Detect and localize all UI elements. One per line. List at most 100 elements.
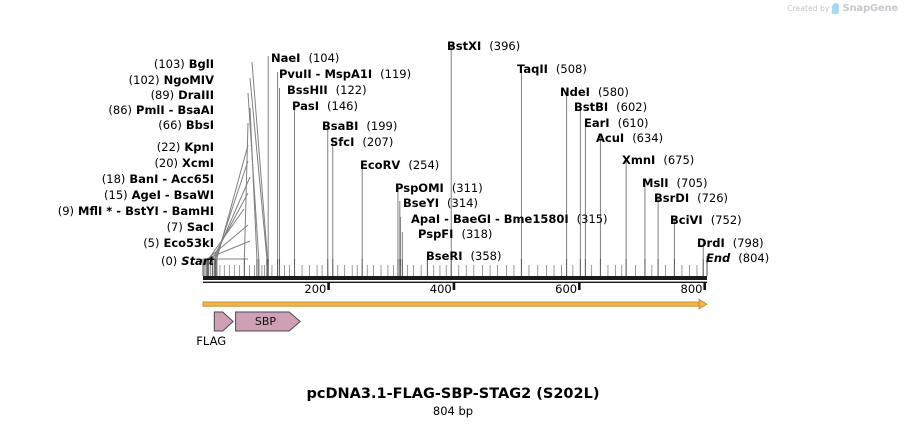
enzyme-name: BseYI — [403, 196, 440, 210]
enzyme-label-msli[interactable]: MslI (705) — [642, 177, 707, 189]
page-title: pcDNA3.1-FLAG-SBP-STAG2 (S202L) — [306, 386, 600, 402]
enzyme-position: (318) — [461, 227, 493, 241]
enzyme-label-agei[interactable]: (15) AgeI - BsaWI — [0, 189, 222, 201]
enzyme-label-pvuii[interactable]: PvuII - MspA1I (119) — [279, 68, 411, 80]
enzyme-name: NaeI — [271, 51, 301, 65]
enzyme-label-eari[interactable]: EarI (610) — [584, 117, 649, 129]
enzyme-name: MslI — [642, 176, 669, 190]
enzyme-position: (146) — [327, 99, 358, 113]
enzyme-name: End — [706, 251, 731, 265]
enzyme-label-apai[interactable]: ApaI - BaeGI - Bme1580I (315) — [411, 213, 608, 225]
enzyme-label-bstbi[interactable]: BstBI (602) — [574, 101, 647, 113]
enzyme-label-start[interactable]: (0) Start — [0, 255, 222, 267]
enzyme-label-drdi[interactable]: DrdI (798) — [697, 237, 764, 249]
enzyme-label-bseyi[interactable]: BseYI (314) — [403, 197, 478, 209]
enzyme-position: (102) — [128, 73, 160, 87]
leader-line-kpni — [216, 144, 249, 260]
enzyme-label-bsabi[interactable]: BsaBI (199) — [322, 120, 397, 132]
enzyme-label-xmni[interactable]: XmnI (675) — [622, 154, 694, 166]
leader-line-saci — [207, 224, 249, 260]
enzyme-label-pspomi[interactable]: PspOMI (311) — [395, 182, 483, 194]
enzyme-position: (89) — [150, 88, 175, 102]
enzyme-label-end[interactable]: End (804) — [706, 252, 769, 264]
enzyme-name: BseRI — [426, 249, 463, 263]
enzyme-label-mfli[interactable]: (9) MflI * - BstYI - BamHI — [0, 205, 222, 217]
feature-label-sbp: SBP — [254, 315, 277, 328]
enzyme-name: BstXI — [447, 39, 482, 53]
enzyme-label-bani[interactable]: (18) BanI - Acc65I — [0, 173, 222, 185]
enzyme-label-taqii[interactable]: TaqII (508) — [517, 63, 587, 75]
enzyme-position: (207) — [362, 135, 394, 149]
enzyme-name: SacI — [186, 220, 214, 234]
enzyme-position: (119) — [380, 67, 412, 81]
enzyme-position: (752) — [710, 213, 742, 227]
enzyme-label-ndei[interactable]: NdeI (580) — [560, 86, 629, 98]
enzyme-label-acui[interactable]: AcuI (634) — [596, 132, 663, 144]
ruler-label-400: 400 — [429, 282, 452, 296]
enzyme-position: (66) — [158, 118, 182, 132]
enzyme-position: (798) — [732, 236, 764, 250]
enzyme-name: SfcI — [330, 135, 355, 149]
enzyme-position: (804) — [738, 251, 770, 265]
ruler-label-200: 200 — [304, 282, 327, 296]
enzyme-position: (726) — [697, 191, 729, 205]
enzyme-label-bstxi[interactable]: BstXI (396) — [447, 40, 520, 52]
enzyme-name: ApaI — [411, 212, 441, 226]
enzyme-label-ecorv[interactable]: EcoRV (254) — [360, 159, 439, 171]
enzyme-position: (311) — [451, 181, 483, 195]
enzyme-position: (0) — [160, 254, 178, 268]
enzyme-name: BstYI — [125, 204, 159, 218]
enzyme-label-naei[interactable]: NaeI (104) — [271, 52, 339, 64]
enzyme-name: XcmI — [182, 156, 214, 170]
ruler-label-800: 800 — [680, 282, 703, 296]
enzyme-label-bsshii[interactable]: BssHII (122) — [287, 84, 367, 96]
enzyme-label-pmli[interactable]: (86) PmlI - BsaAI — [0, 104, 222, 116]
enzyme-label-bbsi[interactable]: (66) BbsI — [0, 119, 222, 131]
enzyme-name: EcoRV — [360, 158, 401, 172]
ruler-tick-200 — [327, 282, 330, 290]
enzyme-name: MflI * — [78, 204, 113, 218]
enzyme-label-xcmi[interactable]: (20) XcmI — [0, 157, 222, 169]
leader-line-bbsi — [243, 122, 249, 260]
enzyme-label-bcivi[interactable]: BciVI (752) — [670, 214, 742, 226]
enzyme-label-draiii[interactable]: (89) DraIII — [0, 89, 222, 101]
enzyme-position: (315) — [576, 212, 608, 226]
enzyme-label-kpni[interactable]: (22) KpnI — [0, 141, 222, 153]
enzyme-position: (18) — [101, 172, 126, 186]
enzyme-name: TaqII — [517, 62, 548, 76]
enzyme-position: (199) — [366, 119, 398, 133]
enzyme-name: NdeI — [560, 85, 590, 99]
enzyme-label-ngomiv[interactable]: (102) NgoMIV — [0, 74, 222, 86]
enzyme-name: PasI — [292, 99, 320, 113]
enzyme-label-saci[interactable]: (7) SacI — [0, 221, 222, 233]
enzyme-position: (122) — [335, 83, 367, 97]
enzyme-name: KpnI — [184, 140, 214, 154]
enzyme-label-bgli[interactable]: (103) BglI — [0, 58, 222, 70]
enzyme-position: (675) — [663, 153, 695, 167]
ruler-label-600: 600 — [555, 282, 578, 296]
enzyme-separator: - — [491, 212, 504, 226]
enzyme-position: (104) — [308, 51, 340, 65]
enzyme-position: (9) — [57, 204, 75, 218]
enzyme-label-eco53ki[interactable]: (5) Eco53kI — [0, 237, 222, 249]
leader-line-agei — [211, 192, 249, 260]
enzyme-label-bsrdi[interactable]: BsrDI (726) — [654, 192, 728, 204]
enzyme-position: (254) — [408, 158, 440, 172]
enzyme-name: Bme1580I — [503, 212, 569, 226]
enzyme-name: BglI — [188, 57, 214, 71]
feature-arrow-flag[interactable] — [213, 311, 234, 332]
enzyme-separator: - — [158, 172, 172, 186]
enzyme-name: Eco53kI — [163, 236, 214, 250]
enzyme-label-pasi[interactable]: PasI (146) — [292, 100, 358, 112]
feature-arrow-sbp[interactable] — [235, 311, 301, 332]
enzyme-label-sfci[interactable]: SfcI (207) — [330, 136, 393, 148]
enzyme-label-bseri[interactable]: BseRI (358) — [426, 250, 501, 262]
enzyme-separator: - — [164, 103, 178, 117]
enzyme-name: BciVI — [670, 213, 703, 227]
orf-arrow-body — [202, 301, 700, 307]
enzyme-separator: - — [158, 204, 172, 218]
snapgene-watermark: Created by SnapGene — [787, 3, 898, 14]
enzyme-label-pspfi[interactable]: PspFI (318) — [418, 228, 492, 240]
